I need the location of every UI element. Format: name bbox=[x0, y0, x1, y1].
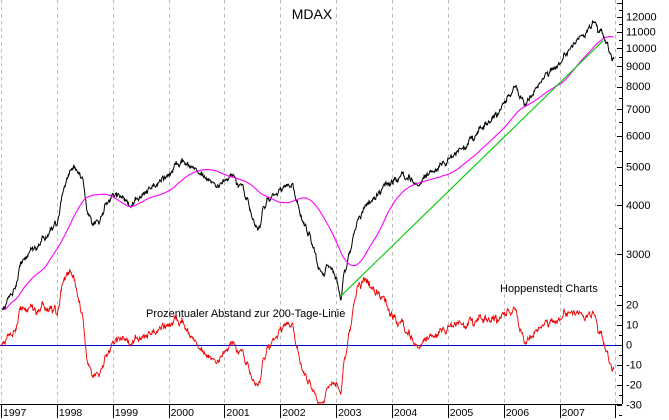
svg-text:2002: 2002 bbox=[282, 407, 306, 419]
svg-text:4000: 4000 bbox=[626, 200, 650, 212]
svg-text:7000: 7000 bbox=[626, 104, 650, 116]
svg-text:1999: 1999 bbox=[115, 407, 139, 419]
svg-text:MDAX: MDAX bbox=[292, 6, 333, 22]
svg-text:10000: 10000 bbox=[626, 43, 657, 55]
svg-text:12000: 12000 bbox=[626, 12, 657, 24]
svg-text:11000: 11000 bbox=[626, 27, 656, 39]
svg-text:2001: 2001 bbox=[226, 407, 250, 419]
svg-text:3000: 3000 bbox=[626, 249, 650, 261]
svg-text:8000: 8000 bbox=[626, 81, 650, 93]
svg-text:6000: 6000 bbox=[626, 130, 650, 142]
svg-text:1998: 1998 bbox=[59, 407, 83, 419]
svg-text:0: 0 bbox=[626, 340, 632, 352]
svg-text:20: 20 bbox=[626, 300, 638, 312]
svg-text:Hoppenstedt Charts: Hoppenstedt Charts bbox=[500, 283, 598, 295]
svg-text:2007: 2007 bbox=[562, 407, 586, 419]
svg-text:2000: 2000 bbox=[171, 407, 195, 419]
svg-text:1997: 1997 bbox=[3, 407, 27, 419]
svg-text:-10: -10 bbox=[626, 360, 642, 372]
svg-text:2005: 2005 bbox=[450, 407, 474, 419]
svg-text:2003: 2003 bbox=[338, 407, 362, 419]
svg-text:9000: 9000 bbox=[626, 61, 650, 73]
svg-text:-30: -30 bbox=[626, 400, 642, 412]
svg-text:-20: -20 bbox=[626, 380, 642, 392]
svg-text:5000: 5000 bbox=[626, 162, 650, 174]
svg-text:2006: 2006 bbox=[506, 407, 530, 419]
svg-text:2004: 2004 bbox=[394, 407, 418, 419]
svg-text:Prozentualer Abstand zur 200-T: Prozentualer Abstand zur 200-Tage-Linie bbox=[146, 308, 345, 320]
svg-text:10: 10 bbox=[626, 320, 638, 332]
